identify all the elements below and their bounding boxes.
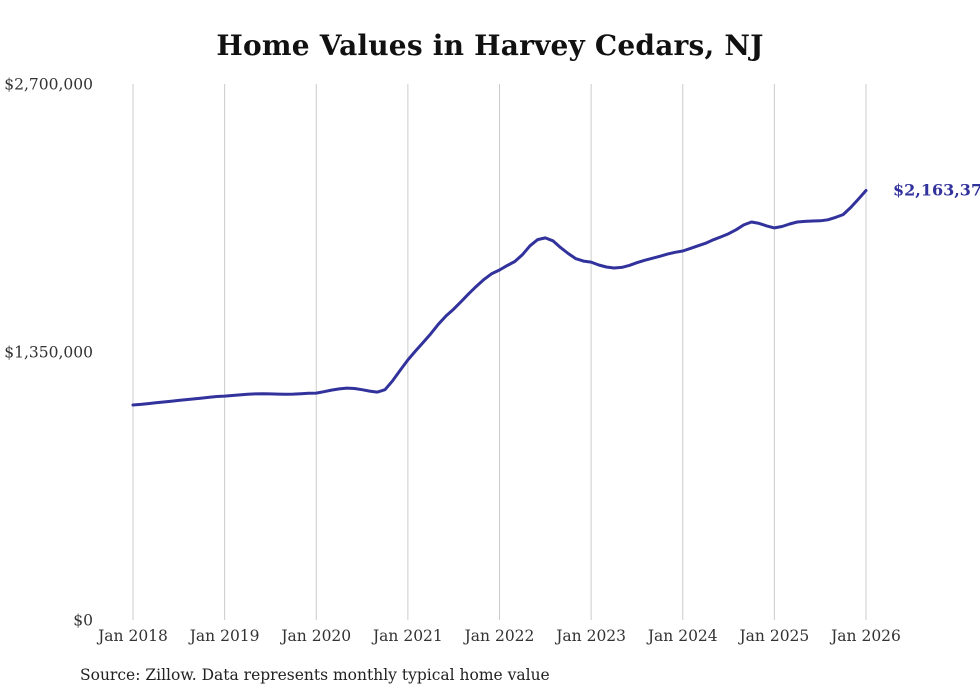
end-value-label: $2,163,372 <box>893 181 980 200</box>
x-tick-label: Jan 2020 <box>279 627 351 645</box>
x-tick-label: Jan 2022 <box>463 627 535 645</box>
x-tick-label: Jan 2026 <box>829 627 901 645</box>
x-tick-label: Jan 2025 <box>737 627 809 645</box>
x-tick-label: Jan 2021 <box>371 627 443 645</box>
chart-title: Home Values in Harvey Cedars, NJ <box>216 29 764 62</box>
x-tick-label: Jan 2023 <box>554 627 626 645</box>
source-note: Source: Zillow. Data represents monthly … <box>80 666 550 684</box>
x-tick-label: Jan 2024 <box>646 627 718 645</box>
value-line <box>131 189 868 407</box>
x-tick-label: Jan 2018 <box>96 627 168 645</box>
y-tick-label: $0 <box>73 612 93 630</box>
y-tick-label: $1,350,000 <box>4 344 93 362</box>
y-tick-label: $2,700,000 <box>4 76 93 94</box>
x-tick-label: Jan 2019 <box>188 627 260 645</box>
